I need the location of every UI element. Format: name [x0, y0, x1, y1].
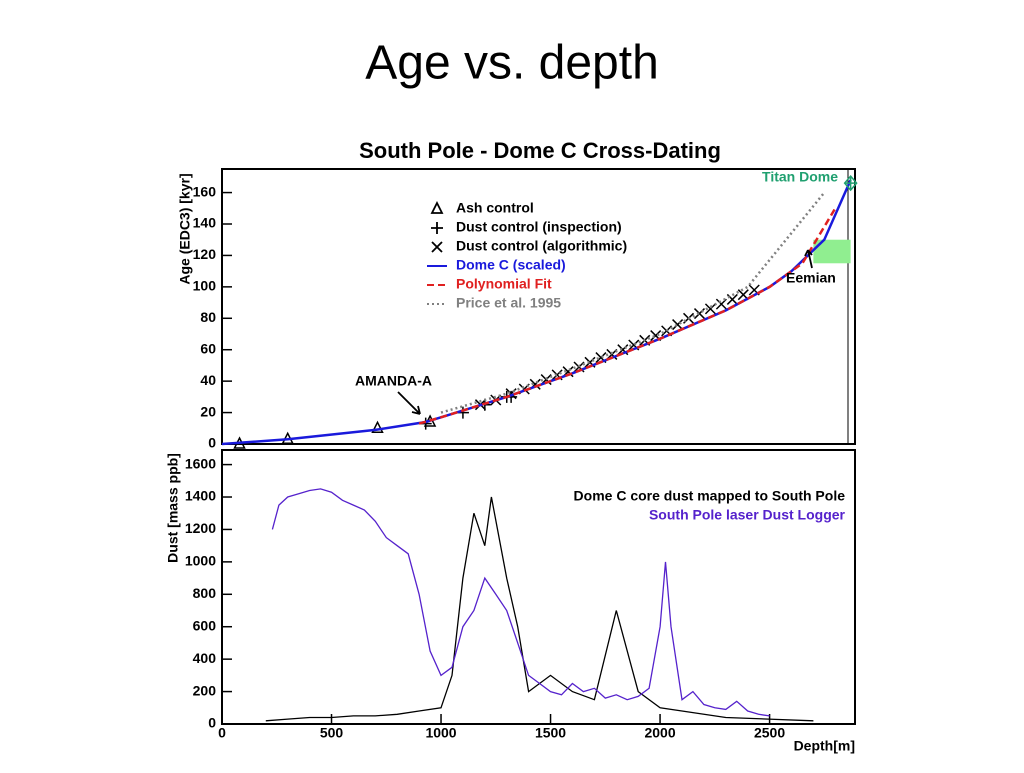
plot-frame — [221, 449, 856, 725]
y-tick-label: 80 — [200, 309, 216, 325]
series-line — [265, 496, 814, 722]
annotation: AMANDA-A — [355, 373, 432, 389]
y-tick-label: 20 — [200, 403, 216, 419]
marker — [843, 174, 858, 192]
y-tick-label: 0 — [208, 715, 216, 731]
series-line — [221, 179, 852, 446]
y-tick-label: 800 — [193, 585, 217, 601]
x-axis-label: Depth[m] — [794, 738, 855, 754]
legend-label: Dust control (inspection) — [456, 219, 622, 235]
slide-title: Age vs. depth — [365, 37, 659, 90]
y-tick-label: 160 — [193, 183, 217, 199]
legend-label: South Pole laser Dust Logger — [649, 507, 846, 523]
y-tick-label: 60 — [200, 340, 216, 356]
y-tick-label: 400 — [193, 650, 217, 666]
y-axis-label: Age (EDC3) [kyr] — [177, 173, 193, 284]
y-tick-label: 0 — [208, 435, 216, 451]
y-tick-label: 600 — [193, 617, 217, 633]
annotation-arrow — [804, 249, 813, 269]
marker — [693, 308, 706, 320]
y-tick-label: 1600 — [185, 455, 216, 471]
y-tick-label: 1400 — [185, 488, 216, 504]
legend-label: Dust control (algorithmic) — [456, 238, 627, 254]
y-tick-label: 120 — [193, 246, 217, 262]
x-tick-label: 1000 — [425, 725, 456, 741]
legend-key — [431, 222, 443, 234]
marker — [672, 319, 684, 331]
y-tick-label: 40 — [200, 372, 216, 388]
y-tick-label: 200 — [193, 682, 217, 698]
eemian-band — [813, 239, 851, 264]
series-line — [440, 191, 826, 414]
legend-label: Price et al. 1995 — [456, 295, 561, 311]
plot-frame — [221, 168, 856, 445]
series-line — [418, 207, 837, 425]
annotation: Eemian — [786, 270, 836, 286]
marker — [704, 303, 716, 315]
series-line — [271, 488, 770, 717]
x-tick-label: 1500 — [535, 725, 566, 741]
annotation-arrow — [397, 391, 421, 415]
x-tick-label: 2000 — [644, 725, 675, 741]
y-tick-label: 1200 — [185, 520, 216, 536]
legend-label: Dome C core dust mapped to South Pole — [574, 488, 846, 504]
legend-key — [430, 200, 444, 214]
legend-label: Polynomial Fit — [456, 276, 552, 292]
marker — [715, 298, 727, 310]
legend-key — [431, 241, 443, 253]
x-tick-label: 500 — [320, 725, 344, 741]
legend-label: Dome C (scaled) — [456, 257, 566, 273]
y-tick-label: 1000 — [185, 553, 216, 569]
marker — [371, 420, 384, 434]
chart-title: South Pole - Dome C Cross-Dating — [359, 138, 721, 163]
x-tick-label: 0 — [218, 725, 226, 741]
y-tick-label: 140 — [193, 215, 217, 231]
annotation: Titan Dome — [762, 169, 838, 185]
y-tick-label: 100 — [193, 278, 217, 294]
y-axis-label: Dust [mass ppb] — [165, 453, 181, 563]
legend-label: Ash control — [456, 200, 534, 216]
x-tick-label: 2500 — [754, 725, 785, 741]
